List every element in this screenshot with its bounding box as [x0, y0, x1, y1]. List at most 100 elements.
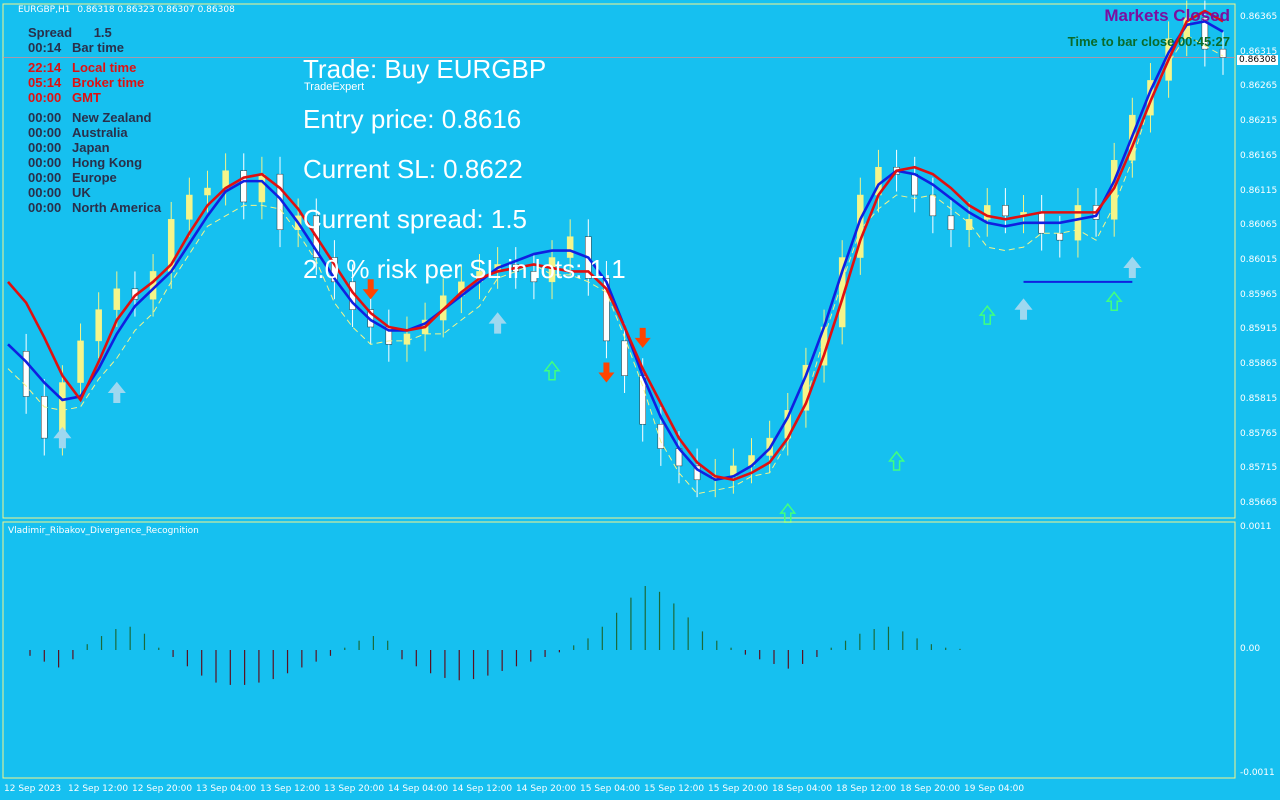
expert-name: TradeExpert [304, 81, 365, 93]
ohlc-label: 0.86318 0.86323 0.86307 0.86308 [77, 5, 235, 15]
candle-body [621, 340, 628, 376]
session-label: Japan [72, 140, 110, 155]
candle-body [566, 236, 574, 258]
current-price-tag: 0.86308 [1237, 55, 1279, 65]
candle-body [186, 194, 193, 220]
markets-closed-status: Markets Closed [1104, 6, 1230, 25]
time-tick-label: 12 Sep 2023 [4, 784, 62, 794]
candle-body [657, 423, 665, 449]
candle-body [22, 351, 30, 397]
session-time: 22:14 [28, 60, 62, 75]
buy-arrow-icon [488, 312, 507, 334]
time-tick-label: 18 Sep 20:00 [900, 784, 961, 794]
hollow-arrow-icon [1105, 291, 1123, 312]
session-label: UK [72, 185, 91, 200]
candle-body [603, 278, 610, 342]
buy-arrow-icon [107, 381, 126, 404]
candle-body [1056, 232, 1064, 241]
session-row: 00:00 Hong Kong [28, 155, 142, 170]
sell-arrow-icon [362, 279, 379, 300]
price-tick-label: 0.86315 [1240, 46, 1278, 57]
session-row: 00:00 Europe [28, 170, 117, 185]
session-row: 00:14 Bar time [28, 40, 124, 55]
time-tick-label: 12 Sep 12:00 [68, 784, 129, 794]
price-tick-label: 0.85715 [1240, 463, 1278, 474]
current-sl: Current SL: 0.8622 [303, 154, 523, 184]
candle-body [1074, 205, 1082, 241]
candle-body [113, 288, 121, 310]
bar-close-timer: Time to bar close 00:45:27 [1067, 34, 1230, 49]
indicator-tick-label: 0.0011 [1240, 522, 1272, 532]
price-tick-label: 0.86165 [1240, 150, 1278, 161]
buy-arrow-icon [53, 426, 72, 449]
price-tick-label: 0.85815 [1240, 393, 1278, 404]
session-time: 00:00 [28, 125, 62, 140]
session-label: Australia [72, 125, 128, 140]
buy-arrow-icon [1123, 256, 1142, 279]
candle-body [802, 364, 810, 411]
candle-body [204, 187, 211, 196]
spread-label: Spread [28, 25, 73, 40]
session-time: 00:00 [28, 140, 62, 155]
candle-body [530, 271, 538, 283]
session-time: 00:00 [28, 170, 62, 185]
sell-arrow-icon [634, 327, 651, 348]
candle-body [984, 205, 991, 220]
candle-body [240, 170, 247, 203]
price-frame [2, 3, 1236, 519]
candle-body [77, 340, 84, 383]
time-tick-label: 14 Sep 04:00 [388, 784, 449, 794]
price-tick-label: 0.85865 [1240, 359, 1278, 370]
price-tick-label: 0.86015 [1240, 255, 1278, 265]
indicator-pane [2, 521, 1236, 779]
entry-price: Entry price: 0.8616 [303, 104, 522, 134]
price-tick-label: 0.85915 [1240, 324, 1278, 335]
trailing-stop-line [7, 34, 1224, 495]
session-row: 22:14 Local time [28, 60, 136, 75]
price-tick-label: 0.85965 [1240, 289, 1278, 300]
hollow-arrow-icon [978, 304, 996, 325]
candle-body [947, 215, 955, 230]
session-row: 00:00 Australia [28, 125, 128, 140]
time-tick-label: 18 Sep 12:00 [836, 784, 897, 794]
session-row: 00:00 GMT [28, 90, 101, 105]
time-tick-label: 15 Sep 12:00 [644, 784, 705, 794]
session-label: Europe [72, 170, 117, 185]
price-tick-label: 0.86365 [1240, 11, 1278, 22]
session-row: 00:00 Japan [28, 140, 110, 155]
sell-arrow-icon [598, 362, 615, 383]
candle-body [911, 173, 918, 196]
session-time: 00:00 [28, 200, 62, 215]
buy-arrow-icon [1014, 298, 1033, 320]
session-row: 00:00 UK [28, 185, 91, 200]
candle-body [929, 194, 937, 217]
session-label: Bar time [72, 40, 125, 55]
candle-body [95, 309, 102, 342]
session-row: 05:14 Broker time [28, 75, 144, 90]
price-pane [2, 0, 1236, 523]
candle-body [965, 219, 973, 230]
session-row: 00:00 North America [28, 200, 161, 215]
spread-value: 1.5 [93, 25, 112, 40]
candle-body [258, 173, 266, 203]
session-time: 05:14 [28, 75, 62, 90]
session-label: Hong Kong [72, 155, 143, 170]
candle-body [1219, 48, 1227, 58]
candle-body [693, 465, 701, 481]
time-tick-label: 14 Sep 12:00 [452, 784, 513, 794]
price-tick-label: 0.86065 [1240, 220, 1278, 231]
current-spread: Current spread: 1.5 [303, 204, 528, 234]
candle-body [1002, 205, 1009, 217]
time-tick-label: 18 Sep 04:00 [772, 784, 833, 794]
session-row: 00:00 New Zealand [28, 110, 151, 125]
hollow-arrow-icon [888, 450, 906, 471]
session-time: 00:00 [28, 155, 62, 170]
chart-header: EURGBP,H1 0.86318 0.86323 0.86307 0.8630… [18, 5, 235, 15]
fast-ma-line [7, 9, 1224, 482]
price-tick-label: 0.86215 [1240, 116, 1278, 127]
session-label: Broker time [72, 75, 145, 90]
risk-lots: 2.0 % risk per SL in lots: 1.1 [303, 254, 626, 284]
symbol-label: EURGBP,H1 [18, 5, 71, 15]
time-tick-label: 15 Sep 20:00 [708, 784, 769, 794]
